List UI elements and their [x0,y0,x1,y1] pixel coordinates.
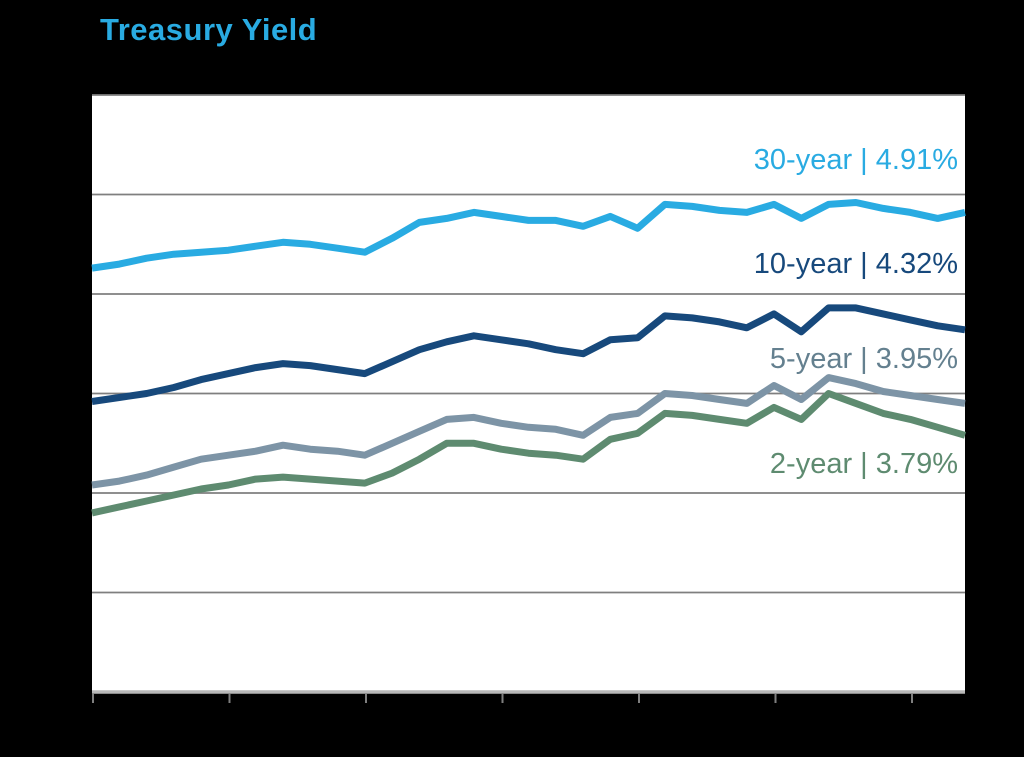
chart-title: Treasury Yield [100,12,318,47]
series-label-5-year: 5-year | 3.95% [769,343,958,375]
series-line-10-year [91,304,966,405]
series-line-2-year [91,390,966,517]
series-line-30-year [91,199,966,272]
series-label-10-year: 10-year | 4.32% [753,248,958,280]
series-label-30-year: 30-year | 4.91% [753,144,958,176]
series-line-5-year [91,374,966,489]
series-label-2-year: 2-year | 3.79% [769,448,958,480]
